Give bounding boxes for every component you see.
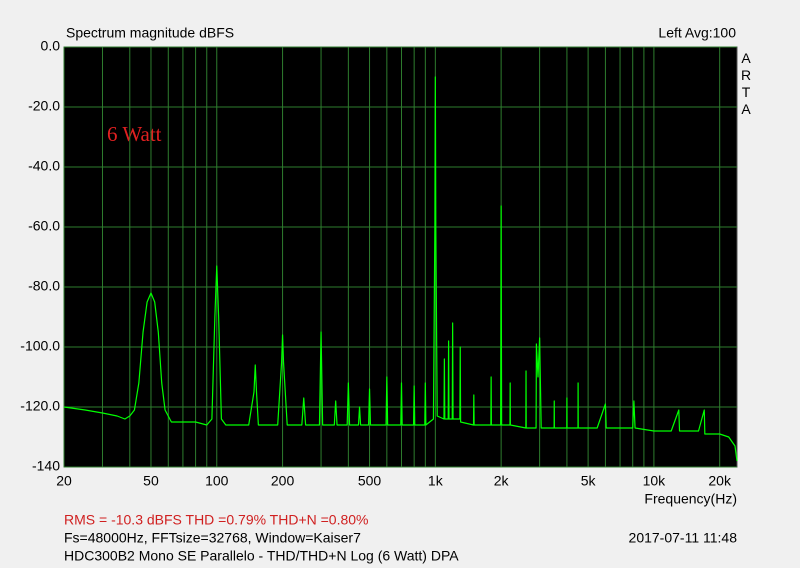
settings: Fs=48000Hz, FFTsize=32768, Window=Kaiser… bbox=[64, 530, 361, 546]
x-tick-label: 20k bbox=[708, 473, 732, 489]
description: HDC300B2 Mono SE Parallelo - THD/THD+N L… bbox=[64, 548, 459, 564]
plot-area bbox=[63, 46, 738, 468]
y-tick-label: 0.0 bbox=[41, 38, 61, 54]
stats: RMS = -10.3 dBFS THD =0.79% THD+N =0.80% bbox=[64, 512, 369, 528]
brand: ARTA bbox=[738, 50, 754, 118]
x-tick-label: 10k bbox=[643, 473, 667, 489]
x-tick-label: 50 bbox=[143, 473, 159, 489]
x-axis-label: Frequency(Hz) bbox=[644, 491, 737, 507]
x-tick-label: 5k bbox=[581, 473, 597, 489]
x-tick-label: 500 bbox=[358, 473, 382, 489]
x-tick-label: 2k bbox=[494, 473, 510, 489]
y-tick-label: -100.0 bbox=[20, 338, 60, 354]
y-tick-label: -120.0 bbox=[20, 398, 60, 414]
x-tick-label: 1k bbox=[428, 473, 444, 489]
timestamp: 2017-07-11 11:48 bbox=[629, 530, 738, 546]
y-tick-label: -40.0 bbox=[28, 158, 60, 174]
x-tick-label: 200 bbox=[271, 473, 295, 489]
y-tick-label: -60.0 bbox=[28, 218, 60, 234]
x-tick-label: 20 bbox=[56, 473, 72, 489]
y-tick-label: -20.0 bbox=[28, 98, 60, 114]
y-tick-label: -140 bbox=[32, 458, 60, 474]
chart-title: Spectrum magnitude dBFS bbox=[66, 25, 234, 41]
spectrum-line bbox=[63, 76, 738, 462]
channel-info: Left Avg:100 bbox=[658, 25, 736, 41]
annotation: 6 Watt bbox=[107, 122, 162, 146]
y-tick-label: -80.0 bbox=[28, 278, 60, 294]
x-tick-label: 100 bbox=[205, 473, 229, 489]
